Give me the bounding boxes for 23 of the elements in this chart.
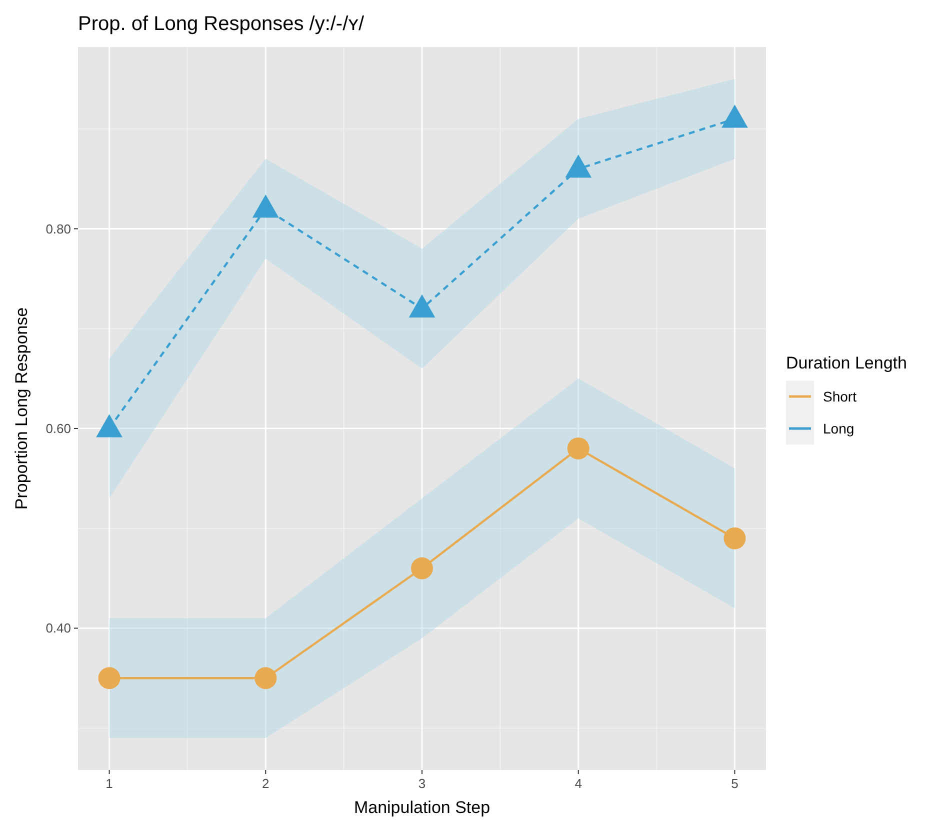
point — [252, 194, 279, 218]
x-tick-label: 4 — [574, 776, 582, 791]
point — [411, 557, 433, 580]
y-tick-label: 0.60 — [46, 421, 71, 436]
x-axis-title: Manipulation Step — [354, 798, 490, 817]
point — [98, 667, 120, 690]
x-tick-label: 1 — [106, 776, 113, 791]
point — [724, 527, 746, 550]
y-tick-label: 0.40 — [46, 620, 71, 636]
x-tick-label: 2 — [262, 776, 270, 791]
legend-label: Short — [823, 388, 857, 404]
point — [408, 294, 436, 318]
legend-label: Long — [823, 420, 854, 436]
y-axis-title: Proportion Long Response — [12, 307, 31, 510]
y-tick-label: 0.80 — [46, 221, 71, 236]
point — [565, 154, 592, 178]
point — [567, 437, 590, 460]
point — [254, 667, 277, 690]
x-tick-label: 3 — [418, 776, 426, 791]
point — [722, 104, 748, 128]
x-tick-label: 5 — [731, 776, 738, 791]
chart-title: Prop. of Long Responses /y:/-/ʏ/ — [78, 13, 365, 35]
legend-title: Duration Length — [786, 354, 907, 372]
